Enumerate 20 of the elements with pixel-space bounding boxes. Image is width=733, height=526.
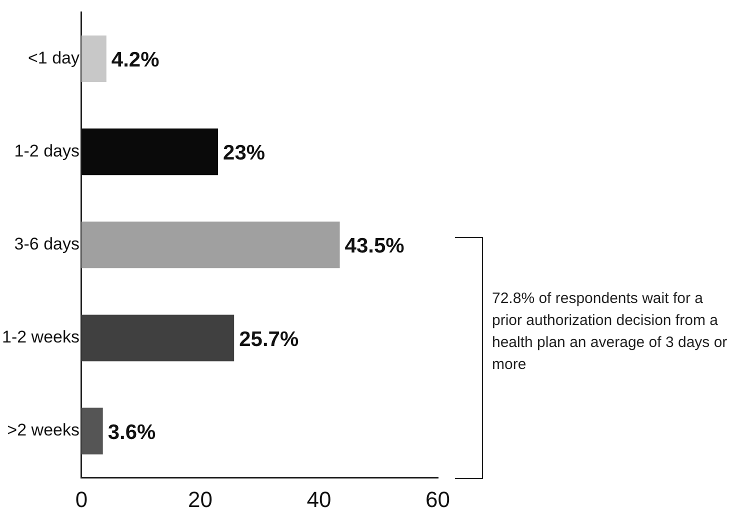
data-label: 23%: [223, 142, 266, 165]
text: 72.8% of respondents wait for a prior authorization decision from a health plan an average of 3 days or more: [492, 289, 728, 375]
data-label: 3.6%: [108, 420, 156, 444]
x-tick-label: 20: [188, 486, 212, 512]
data-label: 43.5%: [344, 234, 405, 258]
x-tick-label: 0: [75, 486, 88, 512]
y-tick-label: 1-2 weeks: [2, 328, 80, 347]
bar: [81, 128, 218, 176]
y-tick-label: 3-6 days: [14, 234, 80, 254]
data-label: 25.7%: [239, 328, 299, 351]
x-tick-label: 60: [426, 486, 450, 512]
bar: [81, 314, 234, 362]
bar: [81, 222, 340, 268]
y-tick-label: 1-2 days: [14, 142, 80, 161]
data-label: 4.2%: [111, 48, 160, 72]
x-tick-label: 40: [306, 486, 332, 512]
bar: [81, 35, 106, 82]
y-tick-label: >2 weeks: [7, 420, 80, 440]
bar: [81, 408, 103, 454]
y-tick-label: <1 day: [28, 48, 80, 68]
